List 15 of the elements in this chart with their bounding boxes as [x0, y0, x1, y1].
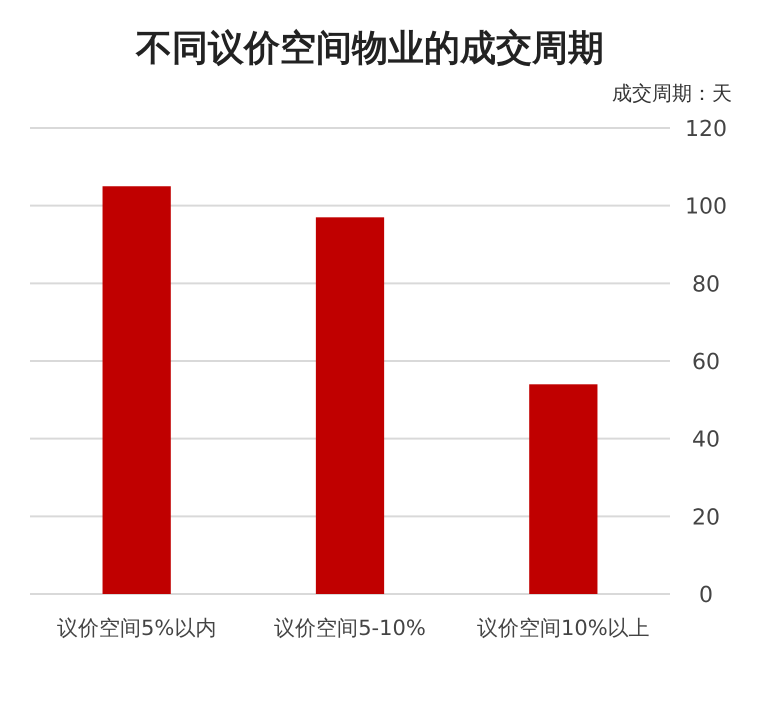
y-tick-label: 100 — [685, 194, 727, 220]
y-tick-label: 60 — [692, 350, 720, 375]
y-tick-label: 40 — [692, 428, 720, 453]
x-tick-label: 议价空间10%以上 — [476, 616, 650, 640]
y-tick-label: 0 — [699, 583, 713, 608]
x-tick-label: 议价空间5-10% — [274, 616, 426, 640]
bar — [529, 384, 598, 594]
x-tick-label: 议价空间5%以内 — [57, 616, 216, 640]
y-axis-title: 成交周期：天 — [612, 81, 732, 105]
bar — [102, 186, 171, 594]
y-tick-label: 120 — [685, 117, 727, 142]
chart-title: 不同议价空间物业的成交周期 — [135, 28, 604, 69]
y-tick-label: 80 — [692, 272, 720, 298]
bar — [316, 217, 384, 594]
y-tick-label: 20 — [692, 505, 720, 530]
